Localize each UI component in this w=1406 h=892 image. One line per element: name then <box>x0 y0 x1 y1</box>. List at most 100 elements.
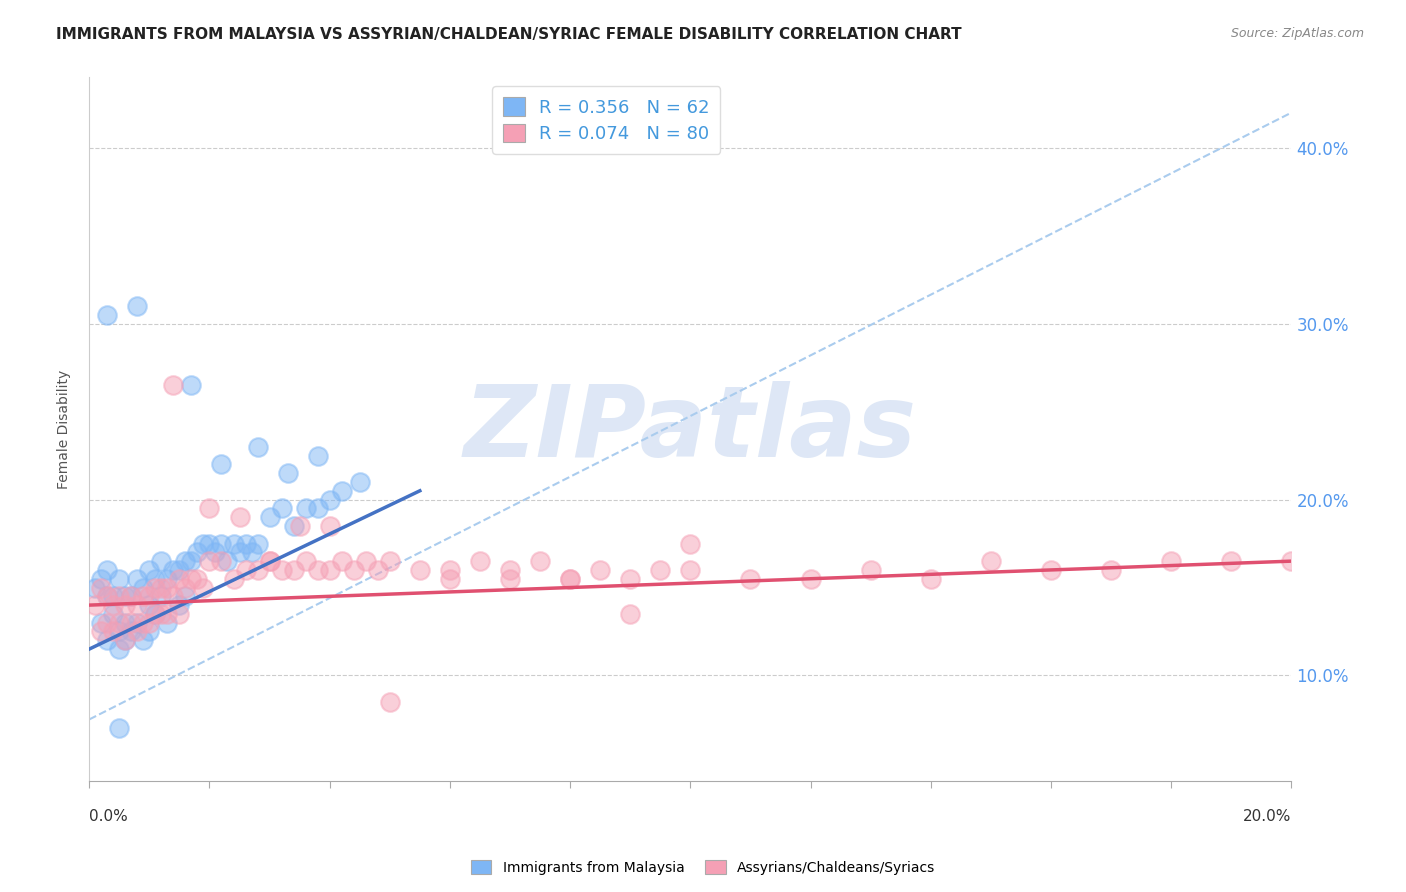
Point <box>174 581 197 595</box>
Point <box>330 483 353 498</box>
Point <box>318 563 340 577</box>
Point <box>120 590 142 604</box>
Point <box>84 598 107 612</box>
Point <box>318 519 340 533</box>
Point <box>349 475 371 489</box>
Point <box>143 607 166 621</box>
Point <box>283 519 305 533</box>
Point <box>138 615 160 630</box>
Point <box>307 563 329 577</box>
Point <box>162 590 184 604</box>
Point <box>127 598 149 612</box>
Point <box>108 642 131 657</box>
Point <box>240 545 263 559</box>
Point <box>162 378 184 392</box>
Point <box>740 572 762 586</box>
Point <box>108 590 131 604</box>
Legend: Immigrants from Malaysia, Assyrians/Chaldeans/Syriacs: Immigrants from Malaysia, Assyrians/Chal… <box>465 855 941 880</box>
Point <box>558 572 581 586</box>
Point <box>409 563 432 577</box>
Point <box>138 598 160 612</box>
Point <box>138 624 160 639</box>
Point <box>103 607 125 621</box>
Point <box>127 572 149 586</box>
Point <box>277 466 299 480</box>
Point <box>103 590 125 604</box>
Legend: R = 0.356   N = 62, R = 0.074   N = 80: R = 0.356 N = 62, R = 0.074 N = 80 <box>492 87 720 154</box>
Point <box>156 615 179 630</box>
Point <box>1281 554 1303 568</box>
Point <box>143 572 166 586</box>
Point <box>127 615 149 630</box>
Y-axis label: Female Disability: Female Disability <box>58 369 72 489</box>
Point <box>120 615 142 630</box>
Point <box>127 624 149 639</box>
Point <box>378 695 401 709</box>
Point <box>96 590 118 604</box>
Point <box>859 563 882 577</box>
Point <box>114 633 136 648</box>
Point <box>138 590 160 604</box>
Point <box>330 554 353 568</box>
Point <box>211 536 233 550</box>
Point <box>169 607 191 621</box>
Point <box>193 581 215 595</box>
Point <box>235 563 257 577</box>
Point <box>270 563 292 577</box>
Point <box>156 581 179 595</box>
Point <box>174 590 197 604</box>
Point <box>96 633 118 648</box>
Point <box>127 299 149 313</box>
Point <box>318 492 340 507</box>
Point <box>90 572 112 586</box>
Point <box>150 607 173 621</box>
Point <box>114 633 136 648</box>
Point <box>354 554 377 568</box>
Point <box>132 633 155 648</box>
Point <box>132 590 155 604</box>
Point <box>259 510 281 524</box>
Point <box>343 563 366 577</box>
Point <box>180 378 202 392</box>
Point <box>143 607 166 621</box>
Point <box>108 721 131 735</box>
Point <box>307 449 329 463</box>
Point <box>84 581 107 595</box>
Point <box>246 440 269 454</box>
Point <box>150 554 173 568</box>
Point <box>619 607 641 621</box>
Point <box>589 563 612 577</box>
Point <box>800 572 823 586</box>
Point <box>180 554 202 568</box>
Point <box>193 536 215 550</box>
Point <box>162 563 184 577</box>
Point <box>439 572 461 586</box>
Point <box>103 598 125 612</box>
Point <box>288 519 311 533</box>
Point <box>650 563 672 577</box>
Point <box>96 615 118 630</box>
Point <box>96 590 118 604</box>
Point <box>132 581 155 595</box>
Point <box>1160 554 1182 568</box>
Point <box>198 501 221 516</box>
Text: IMMIGRANTS FROM MALAYSIA VS ASSYRIAN/CHALDEAN/SYRIAC FEMALE DISABILITY CORRELATI: IMMIGRANTS FROM MALAYSIA VS ASSYRIAN/CHA… <box>56 27 962 42</box>
Point <box>108 615 131 630</box>
Point <box>114 598 136 612</box>
Point <box>259 554 281 568</box>
Point <box>186 572 208 586</box>
Point <box>217 554 239 568</box>
Point <box>211 554 233 568</box>
Point <box>103 624 125 639</box>
Point <box>378 554 401 568</box>
Point <box>367 563 389 577</box>
Point <box>499 563 522 577</box>
Point <box>529 554 551 568</box>
Point <box>235 536 257 550</box>
Point <box>198 536 221 550</box>
Point <box>90 615 112 630</box>
Point <box>499 572 522 586</box>
Point <box>307 501 329 516</box>
Point <box>246 536 269 550</box>
Point <box>228 510 250 524</box>
